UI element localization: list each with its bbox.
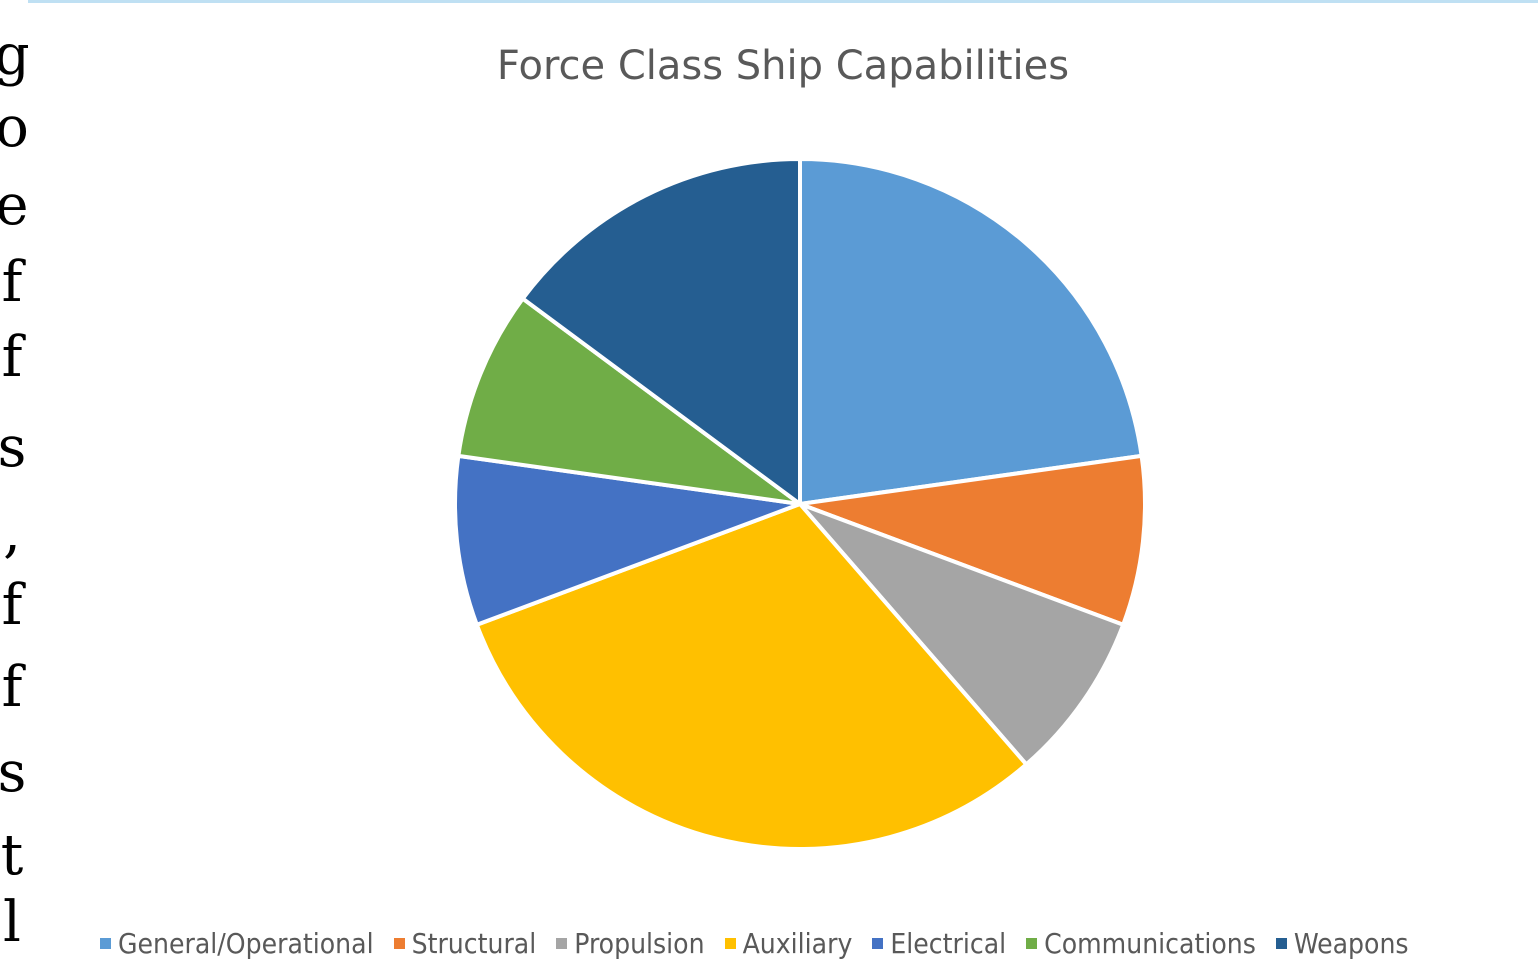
chart-title: Force Class Ship Capabilities bbox=[496, 43, 1070, 89]
pie-slice-propulsion[interactable] bbox=[798, 502, 1126, 767]
legend-item: Electrical bbox=[872, 927, 1006, 960]
chart-area[interactable]: Force Class Ship Capabilities General/Op… bbox=[28, 3, 1538, 963]
left-strip-glyph: e bbox=[0, 173, 28, 238]
legend-item: Structural bbox=[393, 926, 537, 960]
legend: General/Operational Structural Propulsion A… bbox=[100, 923, 1429, 963]
legend-swatch bbox=[1275, 937, 1287, 949]
legend-item: Communications bbox=[1026, 927, 1256, 960]
pie-slice-general-operational[interactable] bbox=[798, 157, 1144, 506]
legend-item: Propulsion bbox=[556, 926, 705, 960]
legend-label: Structural bbox=[411, 926, 537, 960]
pie-slice-auxiliary[interactable] bbox=[474, 502, 1029, 851]
left-strip-glyph: l bbox=[3, 890, 21, 955]
legend-label: Auxiliary bbox=[742, 926, 853, 960]
legend-label: Electrical bbox=[890, 926, 1007, 960]
legend-swatch bbox=[872, 937, 884, 949]
left-strip-glyph: f bbox=[1, 655, 23, 720]
left-strip-glyph: o bbox=[0, 95, 28, 160]
legend-swatch bbox=[393, 937, 405, 949]
left-strip-glyph: , bbox=[3, 500, 21, 565]
legend-label: Communications bbox=[1044, 926, 1256, 960]
legend-item: General/Operational bbox=[100, 927, 374, 960]
legend-item: Weapons bbox=[1275, 926, 1409, 960]
legend-swatch bbox=[556, 937, 568, 949]
legend-item: Auxiliary bbox=[724, 926, 853, 960]
pie-slice-communications[interactable] bbox=[456, 296, 802, 506]
left-strip-glyph: s bbox=[0, 415, 27, 480]
left-strip-glyph: f bbox=[1, 573, 23, 638]
left-strip-glyph: g bbox=[0, 23, 28, 88]
legend-swatch bbox=[100, 937, 111, 949]
pie-slice-weapons[interactable] bbox=[520, 157, 802, 506]
legend-label: Propulsion bbox=[574, 926, 705, 960]
legend-swatch bbox=[724, 937, 736, 949]
left-strip-glyph: s bbox=[0, 740, 27, 805]
pie-slice-electrical[interactable] bbox=[453, 453, 802, 627]
legend-label: Weapons bbox=[1293, 926, 1409, 960]
left-strip-glyph: f bbox=[1, 325, 23, 390]
left-strip-glyph: t bbox=[0, 823, 24, 888]
legend-swatch bbox=[1026, 937, 1038, 949]
left-strip-glyph: f bbox=[1, 250, 23, 315]
legend-label: General/Operational bbox=[118, 926, 374, 960]
pie-slice-structural[interactable] bbox=[798, 453, 1147, 627]
top-border bbox=[28, 0, 1538, 3]
pie-chart[interactable] bbox=[28, 3, 1538, 903]
